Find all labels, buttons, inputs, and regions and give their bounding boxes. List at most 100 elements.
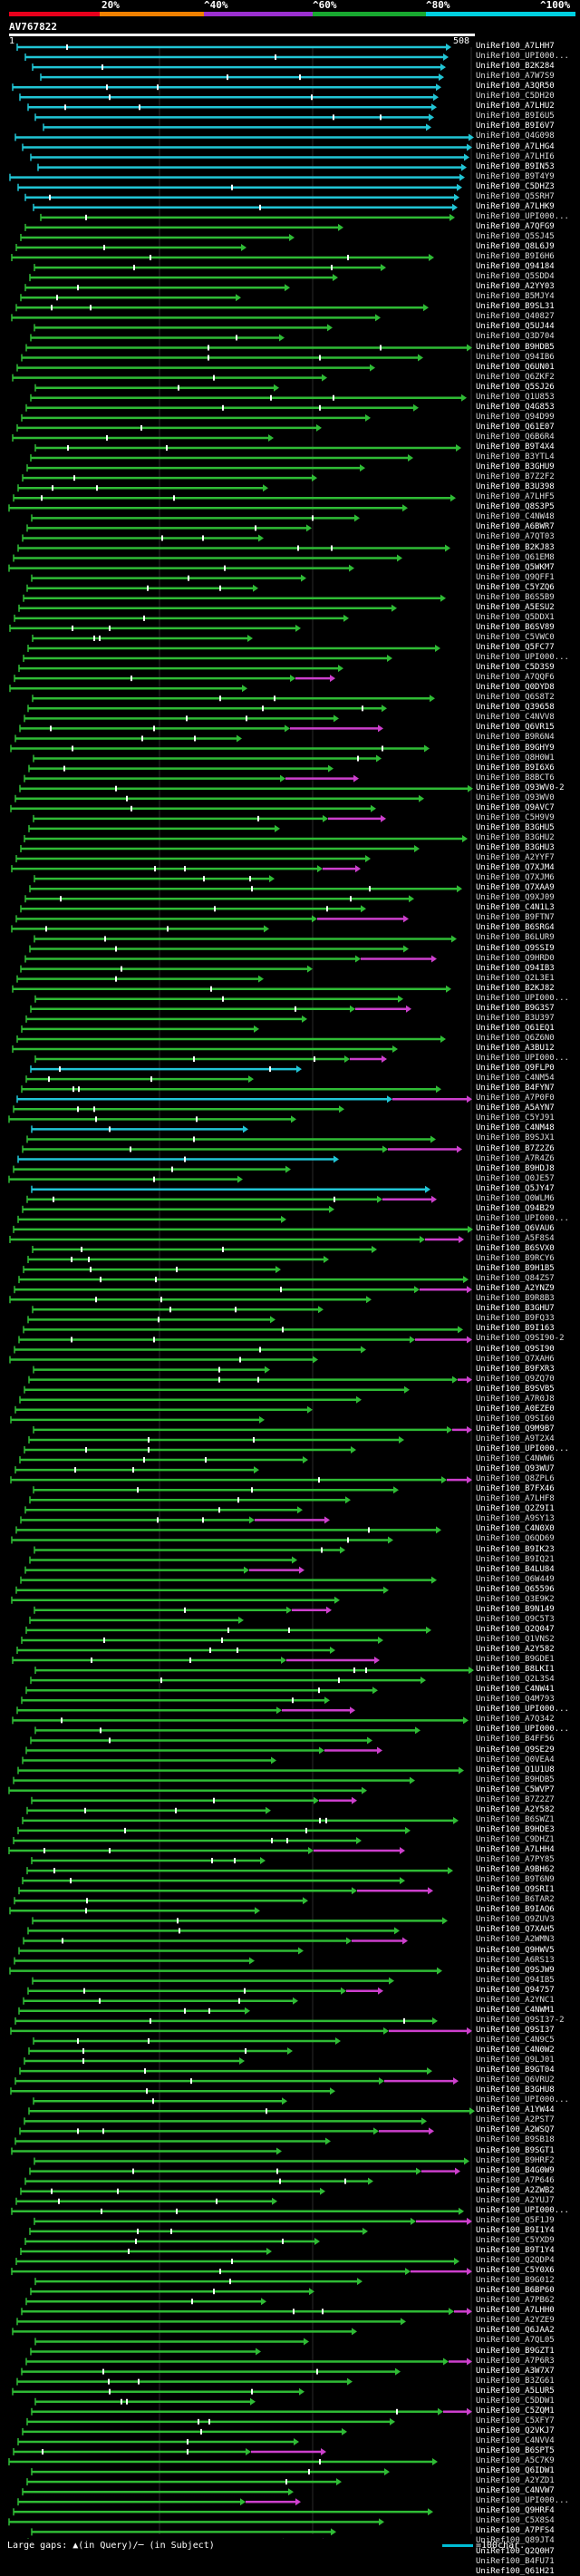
hit-label[interactable]: UniRef100_B3GHU9 — [476, 462, 555, 472]
hit-label[interactable]: UniRef100_Q7XAH6 — [476, 1354, 555, 1364]
hit-label[interactable]: UniRef100_C5WVP7 — [476, 1784, 555, 1794]
hit-label[interactable]: UniRef100_Q6Z6N0 — [476, 1033, 555, 1043]
hit-label[interactable]: UniRef100_B7Z2Z6 — [476, 1143, 555, 1153]
hit-label[interactable]: UniRef100_Q9HWV5 — [476, 1945, 555, 1955]
hit-label[interactable]: UniRef100_A7PB62 — [476, 2296, 555, 2306]
hit-label[interactable]: UniRef100_A7W7S9 — [476, 72, 555, 82]
hit-label[interactable]: UniRef100_C5DH20 — [476, 92, 555, 102]
hit-label[interactable]: UniRef100_B9GT04 — [476, 2066, 555, 2075]
hit-label[interactable]: UniRef100_B3U398 — [476, 482, 555, 492]
hit-label[interactable]: UniRef100_A0EZE0 — [476, 1404, 555, 1414]
hit-label[interactable]: UniRef100_A2YZE9 — [476, 2316, 555, 2326]
hit-label[interactable]: UniRef100_B9I6X6 — [476, 763, 555, 773]
hit-label[interactable]: UniRef100_Q3E9K2 — [476, 1594, 555, 1604]
hit-label[interactable]: UniRef100_A7P0F0 — [476, 1094, 555, 1103]
hit-label[interactable]: UniRef100_Q6QD69 — [476, 1534, 555, 1544]
hit-label[interactable]: UniRef100_Q61EQ1 — [476, 1023, 555, 1033]
hit-label[interactable]: UniRef100_B4FU71 — [476, 2556, 555, 2566]
hit-label[interactable]: UniRef100_A2YNZ9 — [476, 1284, 555, 1294]
hit-label[interactable]: UniRef100_Q9SI90-2 — [476, 1334, 565, 1344]
hit-label[interactable]: UniRef100_B9SVB5 — [476, 1384, 555, 1394]
hit-label[interactable]: UniRef100_Q2L3E1 — [476, 973, 555, 983]
hit-label[interactable]: UniRef100_A7Q342 — [476, 1715, 555, 1725]
hit-label[interactable]: UniRef100_A2WSQ7 — [476, 2125, 555, 2135]
hit-label[interactable]: UniRef100_Q5F1J9 — [476, 2215, 555, 2225]
hit-label[interactable]: UniRef100_UPI000... — [476, 1444, 569, 1453]
hit-label[interactable]: UniRef100_B9N149 — [476, 1604, 555, 1614]
hit-label[interactable]: UniRef100_B9IQ21 — [476, 1554, 555, 1564]
hit-label[interactable]: UniRef100_B9SB18 — [476, 2135, 555, 2145]
hit-label[interactable]: UniRef100_A7LHU2 — [476, 102, 555, 112]
hit-label[interactable]: UniRef100_Q9SI90 — [476, 1344, 555, 1354]
hit-label[interactable]: UniRef100_B9IAQ6 — [476, 1905, 555, 1915]
hit-label[interactable]: UniRef100_B9H1B5 — [476, 1264, 555, 1274]
hit-label[interactable]: UniRef100_Q6IDW1 — [476, 2466, 555, 2476]
hit-label[interactable]: UniRef100_C5ZQM1 — [476, 2406, 555, 2416]
hit-label[interactable]: UniRef100_B9RCY6 — [476, 1254, 555, 1264]
hit-label[interactable]: UniRef100_C4NWW6 — [476, 1454, 555, 1464]
hit-label[interactable]: UniRef100_B9T6N9 — [476, 1875, 555, 1885]
hit-label[interactable]: UniRef100_C5YJ91 — [476, 1113, 555, 1123]
hit-label[interactable]: UniRef100_B4FYN7 — [476, 1084, 555, 1094]
hit-label[interactable]: UniRef100_C5X8S4 — [476, 2516, 555, 2526]
hit-label[interactable]: UniRef100_B9I1Y4 — [476, 2225, 555, 2235]
hit-label[interactable]: UniRef100_B9GZT1 — [476, 2346, 555, 2356]
hit-label[interactable]: UniRef100_Q94IB6 — [476, 352, 555, 362]
hit-label[interactable]: UniRef100_Q2Z9I1 — [476, 1504, 555, 1514]
hit-label[interactable]: UniRef100_Q2Q047 — [476, 1624, 555, 1634]
hit-label[interactable]: UniRef100_Q3D704 — [476, 332, 555, 342]
hit-label[interactable]: UniRef100_A5F8S4 — [476, 1233, 555, 1243]
hit-label[interactable]: UniRef100_A7PY85 — [476, 1855, 555, 1865]
hit-label[interactable]: UniRef100_Q9XJ09 — [476, 893, 555, 903]
hit-label[interactable]: UniRef100_UPI000... — [476, 653, 569, 663]
hit-label[interactable]: UniRef100_B6TAR2 — [476, 1895, 555, 1905]
hit-label[interactable]: UniRef100_A7LHH4 — [476, 1845, 555, 1854]
hit-label[interactable]: UniRef100_Q4M793 — [476, 1695, 555, 1705]
hit-label[interactable]: UniRef100_Q9SI37-2 — [476, 2015, 565, 2025]
hit-label[interactable]: UniRef100_C5H9V9 — [476, 812, 555, 822]
hit-label[interactable]: UniRef100_B6SRG4 — [476, 923, 555, 933]
hit-label[interactable]: UniRef100_Q93WV0-2 — [476, 783, 565, 792]
hit-label[interactable]: UniRef100_C4NVW7 — [476, 2486, 555, 2496]
hit-label[interactable]: UniRef100_C4NW41 — [476, 1685, 555, 1695]
hit-label[interactable]: UniRef100_B7Z2F2 — [476, 472, 555, 482]
hit-label[interactable]: UniRef100_B3GHU5 — [476, 822, 555, 832]
hit-label[interactable]: UniRef100_B3ZG61 — [476, 2376, 555, 2386]
hit-label[interactable]: UniRef100_C4N9C5 — [476, 2035, 555, 2045]
hit-label[interactable]: UniRef100_Q61EM8 — [476, 552, 555, 562]
hit-label[interactable]: UniRef100_Q93WU7 — [476, 1464, 555, 1474]
hit-label[interactable]: UniRef100_A6RS13 — [476, 1955, 555, 1965]
hit-label[interactable]: UniRef100_Q7XAH5 — [476, 1925, 555, 1935]
hit-label[interactable]: UniRef100_A9SY13 — [476, 1514, 555, 1524]
hit-label[interactable]: UniRef100_B9IN53 — [476, 161, 555, 171]
hit-label[interactable]: UniRef100_B9I6V7 — [476, 122, 555, 131]
hit-label[interactable]: UniRef100_C9DHZ1 — [476, 1834, 555, 1844]
hit-label[interactable]: UniRef100_C5Y0X6 — [476, 2266, 555, 2276]
hit-label[interactable]: UniRef100_B3GHU7 — [476, 1304, 555, 1314]
hit-label[interactable]: UniRef100_Q6UN01 — [476, 362, 555, 372]
hit-label[interactable]: UniRef100_UPI000... — [476, 2095, 569, 2105]
hit-label[interactable]: UniRef100_A7R0J8 — [476, 1394, 555, 1404]
hit-label[interactable]: UniRef100_C5VWC0 — [476, 632, 555, 642]
hit-label[interactable]: UniRef100_Q0VEA4 — [476, 1755, 555, 1764]
hit-label[interactable]: UniRef100_UPI000... — [476, 1705, 569, 1715]
hit-label[interactable]: UniRef100_Q9SI37 — [476, 2025, 555, 2035]
hit-label[interactable]: UniRef100_B9T4Y9 — [476, 171, 555, 181]
hit-label[interactable]: UniRef100_B9HDE3 — [476, 1824, 555, 1834]
hit-label[interactable]: UniRef100_Q6VAU6 — [476, 1223, 555, 1233]
hit-label[interactable]: UniRef100_UPI000... — [476, 1725, 569, 1735]
hit-label[interactable]: UniRef100_Q84ZS7 — [476, 1274, 555, 1284]
hit-label[interactable]: UniRef100_Q4G853 — [476, 402, 555, 412]
hit-label[interactable]: UniRef100_Q5SJ26 — [476, 382, 555, 392]
hit-label[interactable]: UniRef100_B9HDB5 — [476, 1774, 555, 1784]
hit-label[interactable]: UniRef100_Q40827 — [476, 312, 555, 322]
hit-label[interactable]: UniRef100_C4NVV4 — [476, 2435, 555, 2445]
hit-label[interactable]: UniRef100_B6SWZ1 — [476, 1814, 555, 1824]
hit-label[interactable]: UniRef100_Q2VKJ7 — [476, 2425, 555, 2435]
hit-label[interactable]: UniRef100_A7LHI6 — [476, 151, 555, 161]
hit-label[interactable]: UniRef100_Q9M9B7 — [476, 1424, 555, 1434]
hit-label[interactable]: UniRef100_Q6VRU2 — [476, 2075, 555, 2085]
hit-label[interactable]: UniRef100_Q7XAA9 — [476, 883, 555, 893]
hit-label[interactable]: UniRef100_Q8L6J9 — [476, 242, 555, 251]
hit-label[interactable]: UniRef100_Q65596 — [476, 1584, 555, 1594]
